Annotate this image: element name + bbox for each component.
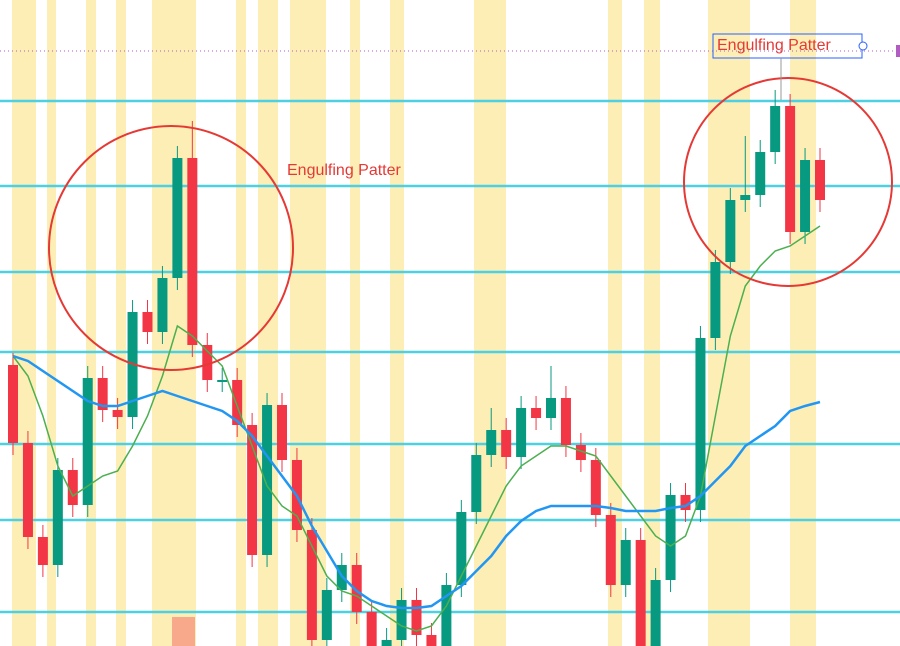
candle-body [665,495,676,580]
candle-body [755,152,766,195]
candle-body [142,312,153,332]
candle-body [232,380,243,425]
candle-body [635,540,646,646]
candle-body [277,405,287,460]
candle-body [321,590,332,640]
candle-body [486,430,497,455]
annotation: Engulfing Patter [717,37,832,54]
candle-body [575,445,586,460]
candle-body [560,398,571,445]
candle-body [97,378,108,410]
candle-body [770,106,781,152]
candle-body [680,495,691,510]
price-tag [896,45,900,57]
candle-body [8,365,18,443]
candle-body [217,380,228,382]
candle-body [740,195,751,200]
candle-body [710,262,721,338]
candle-body [366,612,377,646]
candle-body [456,512,467,585]
candle-body [306,530,317,640]
candle-body [620,540,631,585]
candle-body [516,408,527,457]
candle-body [351,565,362,612]
candle-body [172,158,183,278]
candle-body [785,106,796,232]
candle-body [187,158,198,345]
highlight-circle [683,77,893,287]
candle-body [381,640,392,646]
candle-body [202,345,213,380]
candle-body [441,585,452,646]
candle-body [605,515,616,585]
volume-marker [172,617,195,646]
candle-body [52,470,63,565]
candle-body [112,410,123,417]
highlight-circle [48,125,294,371]
candle-body [546,398,556,418]
annotation: Engulfing Patter [287,162,402,179]
plot [0,90,900,646]
candle-body [590,460,601,515]
candle-body [67,470,78,505]
candle-body [396,600,407,640]
candle-body [815,160,825,200]
candle-body [531,408,542,418]
moving-average [12,225,821,632]
candle-body [695,338,706,510]
candle-body [411,600,422,635]
candle-body [22,443,33,537]
candle-body [426,635,437,646]
candle-body [247,425,258,555]
candle-body [650,580,661,646]
candle-body [262,405,273,555]
moving-average [12,354,821,610]
handle[interactable] [858,41,868,51]
candle-body [800,160,811,232]
candle-body [37,537,48,565]
candle-body [501,430,512,457]
candle-body [471,455,482,512]
candle-body [82,378,93,505]
candle-body [157,278,168,332]
session-bands [12,0,816,646]
candle-body [725,200,736,262]
